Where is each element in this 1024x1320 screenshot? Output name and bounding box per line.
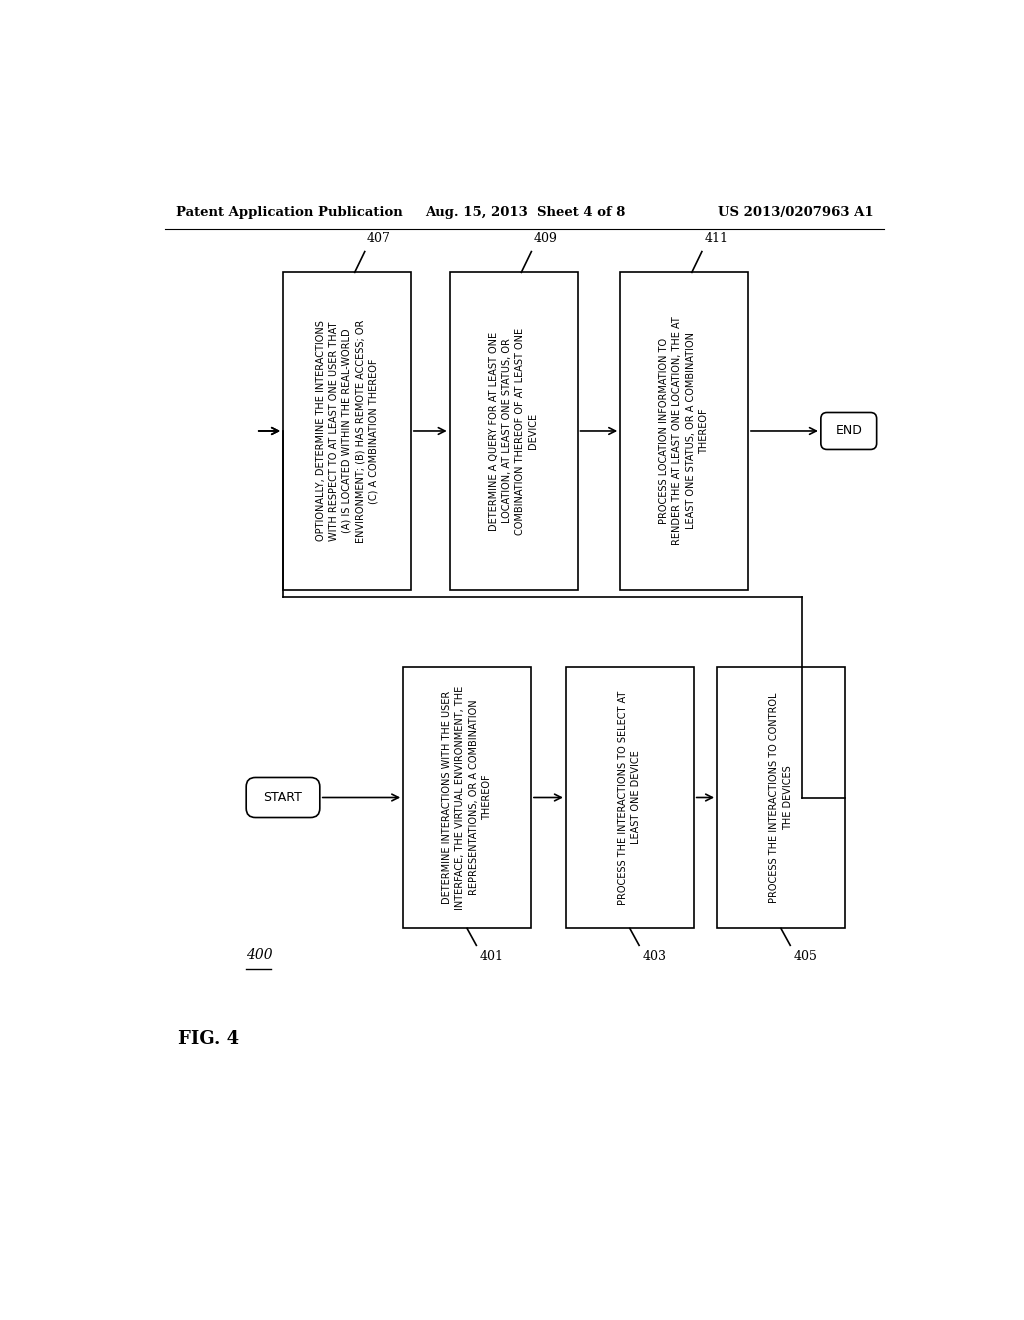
Bar	[450, 272, 578, 590]
Text: 403: 403	[642, 950, 667, 964]
Text: Patent Application Publication: Patent Application Publication	[176, 206, 402, 219]
Text: PROCESS LOCATION INFORMATION TO
RENDER THE AT LEAST ONE LOCATION, THE AT
LEAST O: PROCESS LOCATION INFORMATION TO RENDER T…	[659, 317, 709, 545]
Text: PROCESS THE INTERACTIONS TO CONTROL
THE DEVICES: PROCESS THE INTERACTIONS TO CONTROL THE …	[769, 692, 793, 903]
Text: 401: 401	[479, 950, 504, 964]
Text: Aug. 15, 2013  Sheet 4 of 8: Aug. 15, 2013 Sheet 4 of 8	[425, 206, 625, 219]
Text: US 2013/0207963 A1: US 2013/0207963 A1	[718, 206, 873, 219]
Text: 409: 409	[534, 232, 558, 246]
Bar	[566, 667, 693, 928]
Text: DETERMINE A QUERY FOR AT LEAST ONE
LOCATION, AT LEAST ONE STATUS, OR
COMBINATION: DETERMINE A QUERY FOR AT LEAST ONE LOCAT…	[488, 327, 539, 535]
Text: OPTIONALLY, DETERMINE THE INTERACTIONS
WITH RESPECT TO AT LEAST ONE USER THAT
(A: OPTIONALLY, DETERMINE THE INTERACTIONS W…	[315, 319, 378, 543]
Text: END: END	[836, 425, 862, 437]
Bar	[717, 667, 845, 928]
FancyBboxPatch shape	[821, 412, 877, 449]
Text: 400: 400	[246, 948, 272, 962]
Text: 407: 407	[367, 232, 391, 246]
Text: START: START	[263, 791, 302, 804]
Text: PROCESS THE INTERACTIONS TO SELECT AT
LEAST ONE DEVICE: PROCESS THE INTERACTIONS TO SELECT AT LE…	[618, 690, 641, 904]
Text: FIG. 4: FIG. 4	[178, 1030, 240, 1048]
Text: 411: 411	[705, 232, 728, 246]
Text: DETERMINE INTERACTIONS WITH THE USER
INTERFACE, THE VIRTUAL ENVIRONMENT, THE
REP: DETERMINE INTERACTIONS WITH THE USER INT…	[442, 685, 492, 909]
Bar	[621, 272, 748, 590]
Bar	[403, 667, 531, 928]
FancyBboxPatch shape	[246, 777, 319, 817]
Text: 405: 405	[794, 950, 817, 964]
Bar	[283, 272, 411, 590]
